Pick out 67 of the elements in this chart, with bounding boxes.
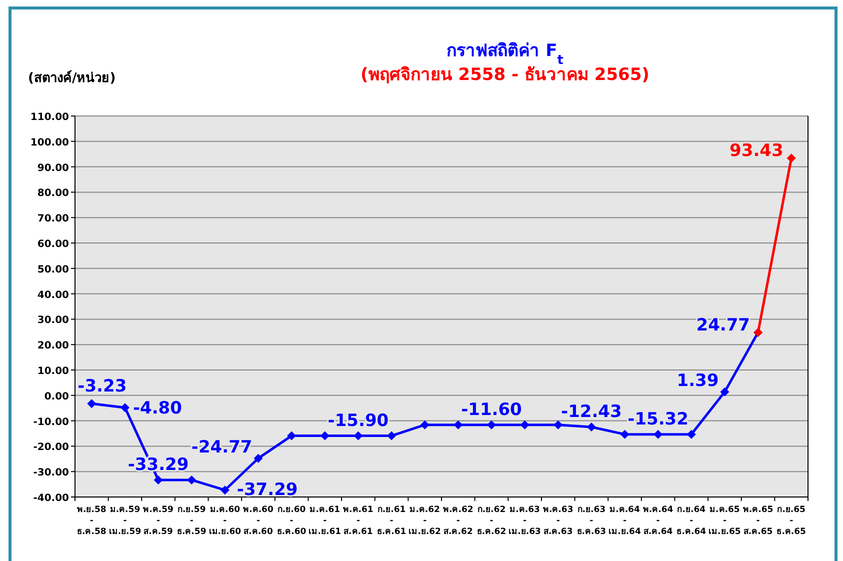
y-tick-label: -40.00 <box>33 493 70 504</box>
point <box>420 420 430 430</box>
y-tick-label: 60.00 <box>37 239 70 250</box>
x-tick-label: ม.ค.60 - เม.ย.60 <box>208 505 242 537</box>
data-label: -3.23 <box>78 376 127 397</box>
y-tick-label: 30.00 <box>37 315 70 326</box>
x-tick-label: พ.ค.63 - ส.ค.63 <box>542 505 574 537</box>
x-tick-label: ก.ย.61 - ธ.ค.61 <box>376 505 406 537</box>
x-tick-label: ม.ค.61 - เม.ย.61 <box>308 505 342 537</box>
x-tick-label: ม.ค.65 - เม.ย.65 <box>708 505 741 537</box>
point <box>454 420 463 430</box>
point <box>154 475 163 484</box>
point <box>620 430 630 439</box>
point <box>554 420 563 430</box>
x-tick-label: ก.ย.63 - ธ.ค.63 <box>576 505 606 537</box>
data-label: 24.77 <box>696 315 750 336</box>
x-tick-label: พ.ค.62 - ส.ค.62 <box>443 505 474 537</box>
x-tick-label: ก.ย.64 - ธ.ค.64 <box>676 505 706 537</box>
data-label: -15.90 <box>328 410 389 431</box>
y-tick-label: -10.00 <box>33 416 70 428</box>
x-tick-label: พ.ค.64 - ส.ค.64 <box>642 505 674 537</box>
point <box>387 431 396 440</box>
point <box>686 430 696 439</box>
point <box>120 403 130 412</box>
point <box>520 420 530 430</box>
x-tick-label: พ.ค.60 - ส.ค.60 <box>243 505 274 537</box>
y-tick-label: 70.00 <box>37 214 70 225</box>
y-tick-label: 0.00 <box>44 391 70 402</box>
x-tick-label: พ.ย.58 - ธ.ค.58 <box>77 505 106 537</box>
y-axis-title: (สตางค์/หน่วย) <box>28 70 116 86</box>
point <box>786 154 796 163</box>
y-tick-label: 50.00 <box>37 264 70 276</box>
y-tick-label: 110.00 <box>30 112 70 123</box>
y-tick-label: 40.00 <box>37 290 70 301</box>
data-label: -37.29 <box>236 480 298 500</box>
x-tick-label: ก.ย.59 - ธ.ค.59 <box>176 505 206 537</box>
point <box>254 454 263 463</box>
x-tick-label: ก.ย.62 - ธ.ค.62 <box>476 505 506 537</box>
point <box>87 399 96 408</box>
point <box>187 475 196 484</box>
x-tick-label: ม.ค.64 - เม.ย.64 <box>608 505 641 537</box>
chart-title: กราฟสถิติค่า F$_{t}$ <box>446 41 564 68</box>
x-tick-label: พ.ค.59 - ส.ค.59 <box>143 505 174 537</box>
data-label: 1.39 <box>676 370 719 391</box>
x-tick-label: พ.ค.65 - ส.ค.65 <box>742 505 774 537</box>
y-tick-label: 80.00 <box>37 188 70 200</box>
x-tick-label: ก.ย.60 - ธ.ค.60 <box>276 505 306 537</box>
data-label: -24.77 <box>191 437 252 458</box>
y-tick-label: -20.00 <box>33 442 70 454</box>
x-tick-label: ม.ค.59 - เม.ย.59 <box>108 505 142 537</box>
data-label: -15.32 <box>628 409 688 430</box>
y-tick-label: 100.00 <box>30 137 70 148</box>
point <box>720 387 730 396</box>
data-label: -12.43 <box>561 402 622 422</box>
point <box>220 486 230 495</box>
x-tick-label: ก.ย.65 - ธ.ค.65 <box>776 505 806 537</box>
data-label: 93.43 <box>730 141 784 162</box>
x-tick-label: ม.ค.62 - เม.ย.62 <box>408 505 442 537</box>
y-tick-label: 90.00 <box>37 162 70 174</box>
data-label: -4.80 <box>132 398 182 419</box>
y-tick-label: 10.00 <box>37 366 70 377</box>
x-tick-label: ม.ค.63 - เม.ย.63 <box>508 505 542 537</box>
y-tick-label: 20.00 <box>37 340 70 352</box>
x-tick-label: พ.ค.61 - ส.ค.61 <box>343 505 374 537</box>
y-tick-label: -30.00 <box>33 468 70 479</box>
chart-subtitle: (พฤศจิกายน 2558 - ธันวาคม 2565) <box>360 65 650 85</box>
data-label: -11.60 <box>461 400 522 420</box>
